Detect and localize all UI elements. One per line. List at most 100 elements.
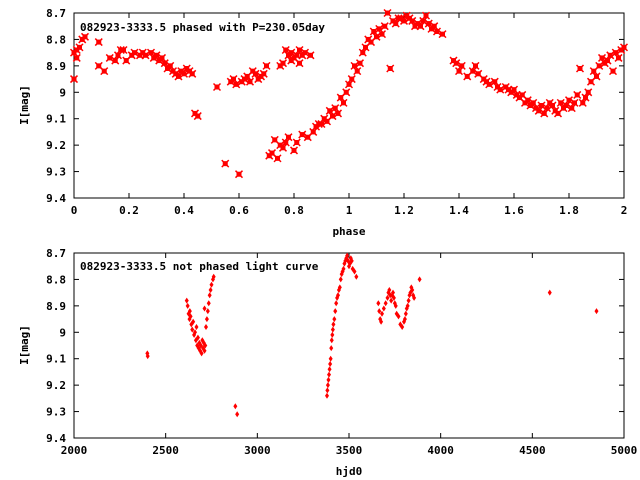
- phased-data-point: [152, 51, 161, 60]
- unphased-y-tick-label: 8.9: [46, 300, 66, 313]
- phased-data-point: [416, 22, 425, 31]
- unphased-y-ticks: 8.7 8.8 8.9 9 9.1 9.2 9.3 9.4: [46, 247, 624, 445]
- phased-data-point: [573, 90, 582, 99]
- phased-data-point: [581, 93, 590, 102]
- unphased-data-point: [345, 252, 350, 259]
- phased-data-point: [399, 16, 409, 25]
- phased-data-point: [564, 96, 574, 105]
- unphased-data-point: [205, 308, 210, 315]
- phased-data-point: [353, 67, 362, 76]
- phased-x-tick-label: 0.4: [174, 204, 194, 217]
- phased-data-point: [281, 45, 290, 55]
- unphased-data-point: [325, 387, 330, 394]
- phased-data-point: [452, 59, 461, 68]
- unphased-data-point: [203, 342, 208, 349]
- phased-data-point: [221, 159, 230, 168]
- unphased-data-point: [190, 326, 195, 333]
- unphased-data-point: [377, 308, 382, 315]
- phased-x-tick-label: 0.8: [284, 204, 304, 217]
- phased-data-point: [611, 48, 620, 57]
- unphased-x-ticks: 2000 2500 3000 3500 4000 4500 5000: [61, 253, 637, 457]
- phased-data-point: [347, 75, 356, 84]
- phased-data-point: [575, 64, 585, 73]
- unphased-data-point: [332, 316, 337, 323]
- phased-data-point: [284, 133, 293, 142]
- unphased-data-point: [191, 318, 196, 325]
- phased-data-point: [174, 72, 183, 81]
- phased-data-point: [430, 22, 439, 31]
- unphased-data-point: [185, 302, 190, 309]
- unphased-data-point: [354, 273, 359, 280]
- phased-data-point: [344, 80, 354, 89]
- phased-x-axis-title: phase: [332, 225, 365, 238]
- unphased-data-point: [331, 321, 336, 328]
- unphased-x-axis-title: hjd0: [336, 465, 363, 478]
- phased-data-point: [281, 138, 290, 147]
- unphased-y-tick-label: 9.1: [46, 353, 66, 366]
- phased-data-point: [614, 53, 623, 62]
- phased-y-tick-label: 9.3: [46, 166, 66, 179]
- phased-y-tick-label: 8.8: [46, 33, 66, 46]
- unphased-y-tick-label: 8.8: [46, 273, 66, 286]
- unphased-data-point: [206, 300, 211, 307]
- phased-data-point: [328, 112, 337, 121]
- phased-data-point: [556, 98, 565, 107]
- phased-data-point: [100, 67, 109, 76]
- phased-data-point: [166, 61, 175, 70]
- unphased-data-point: [199, 350, 204, 357]
- phased-data-point: [160, 59, 169, 68]
- unphased-data-point: [328, 355, 333, 362]
- unphased-data-point: [396, 313, 401, 320]
- phased-data-point: [567, 104, 576, 113]
- phased-y-tick-label: 9: [59, 86, 66, 99]
- unphased-data-point: [202, 347, 207, 354]
- phased-data-point: [490, 77, 499, 86]
- unphased-x-tick-label: 4000: [427, 444, 454, 457]
- phased-x-tick-label: 1.6: [504, 204, 524, 217]
- unphased-data-point: [381, 305, 386, 312]
- unphased-data-point: [328, 361, 333, 367]
- phased-data-point: [317, 119, 326, 129]
- unphased-data-point: [406, 297, 411, 304]
- phased-data-point: [562, 101, 571, 110]
- phased-data-points: [69, 8, 629, 179]
- unphased-x-tick-label: 3000: [244, 444, 271, 457]
- phased-data-point: [188, 69, 197, 78]
- unphased-data-point: [352, 268, 357, 275]
- phased-data-point: [523, 96, 532, 105]
- phased-data-point: [273, 154, 282, 163]
- phased-data-point: [408, 16, 417, 25]
- phased-x-tick-label: 1: [346, 204, 353, 217]
- unphased-data-point: [400, 324, 405, 330]
- unphased-data-point: [329, 337, 334, 344]
- unphased-data-point: [209, 281, 214, 288]
- phased-data-point: [141, 51, 150, 60]
- unphased-data-point: [326, 376, 331, 383]
- unphased-data-point: [187, 308, 192, 315]
- phased-data-point: [179, 69, 189, 78]
- phased-x-tick-label: 1.8: [559, 204, 579, 217]
- phased-data-point: [157, 53, 167, 62]
- phased-y-ticks: 8.7 8.8 8.9 9 9.1 9.2 9.3 9.4: [46, 7, 624, 205]
- unphased-data-point: [330, 331, 335, 338]
- phased-data-point: [380, 22, 389, 31]
- unphased-data-point: [389, 297, 394, 304]
- unphased-data-point: [194, 324, 199, 330]
- phased-data-point: [80, 32, 90, 41]
- phased-chart-title: 082923-3333.5 phased with P=230.05day: [80, 21, 325, 34]
- phased-data-point: [377, 30, 387, 39]
- unphased-data-point: [403, 310, 408, 317]
- phased-data-point: [289, 146, 299, 155]
- phased-y-tick-label: 8.7: [46, 7, 66, 20]
- phased-data-point: [75, 43, 84, 52]
- unphased-data-point: [325, 382, 330, 389]
- phased-data-point: [355, 59, 365, 68]
- phased-data-point: [287, 48, 296, 57]
- phased-x-tick-label: 2: [621, 204, 628, 217]
- phased-data-point: [278, 143, 288, 152]
- phased-data-point: [595, 61, 604, 70]
- unphased-data-point: [145, 353, 150, 360]
- phased-data-point: [424, 19, 433, 28]
- phased-data-point: [229, 75, 238, 84]
- unphased-y-tick-label: 9: [59, 326, 66, 339]
